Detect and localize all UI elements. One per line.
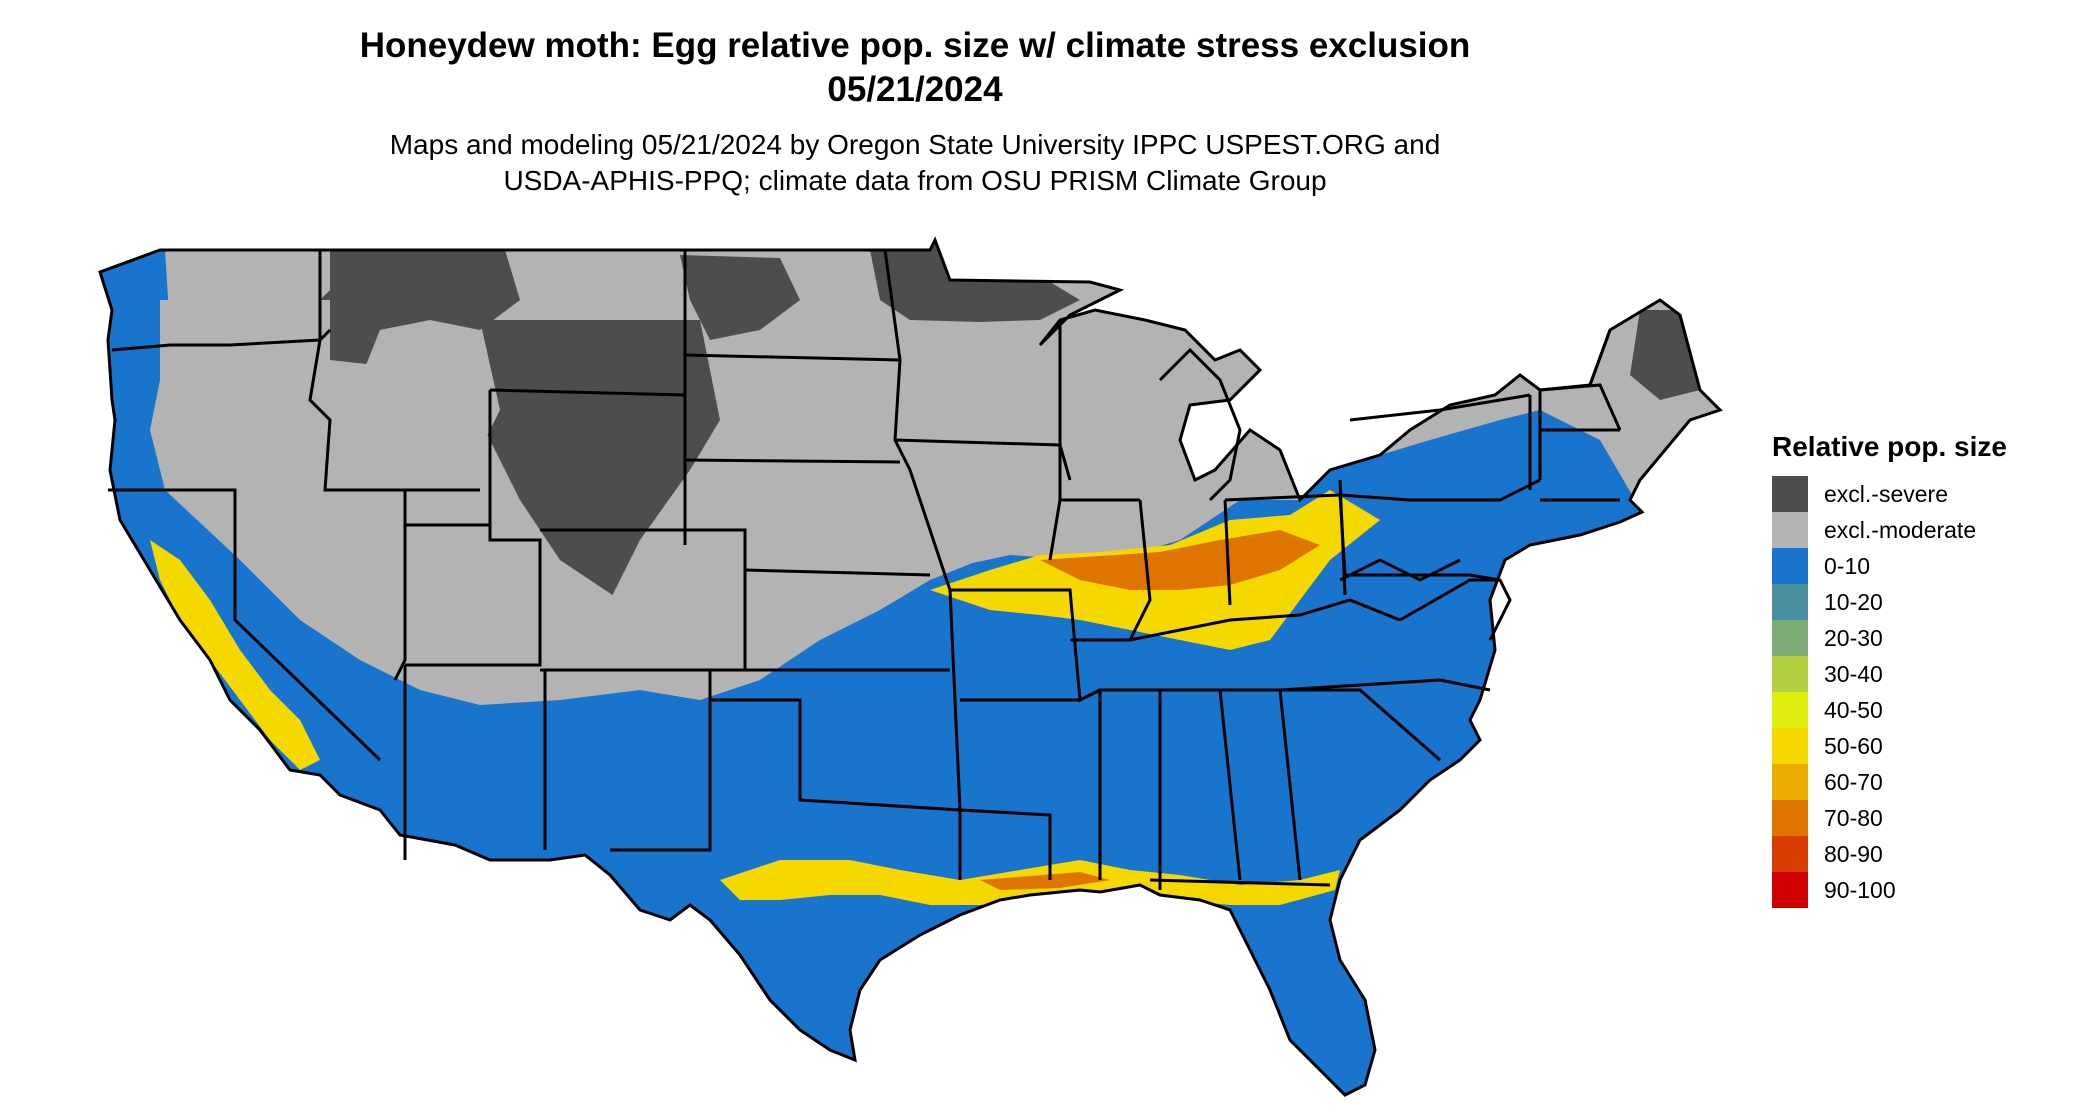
- legend-title: Relative pop. size: [1772, 431, 2007, 462]
- state-borders: [108, 249, 1622, 890]
- legend-item: 70-80: [1772, 800, 2072, 836]
- legend-item: 60-70: [1772, 764, 2072, 800]
- legend-swatch: [1772, 548, 1808, 584]
- legend-label: 90-100: [1824, 877, 1896, 903]
- credits-line-2: USDA-APHIS-PPQ; climate data from OSU PR…: [503, 165, 1327, 196]
- legend-item: 30-40: [1772, 656, 2072, 692]
- legend-label: 80-90: [1824, 841, 1883, 867]
- legend-swatch: [1772, 512, 1808, 548]
- legend-swatch: [1772, 800, 1808, 836]
- legend-label: 0-10: [1824, 553, 1871, 579]
- legend-swatch: [1772, 764, 1808, 800]
- legend-item: 10-20: [1772, 584, 2072, 620]
- legend-item: 90-100: [1772, 872, 2072, 908]
- legend-item: 80-90: [1772, 836, 2072, 872]
- legend-items: excl.-severe excl.-moderate 0-10 10-20 20-30…: [1772, 476, 2072, 908]
- legend-swatch: [1772, 692, 1808, 728]
- legend-label: 60-70: [1824, 769, 1883, 795]
- legend-label: excl.-severe: [1824, 481, 1948, 507]
- legend-swatch: [1772, 620, 1808, 656]
- legend-label: 10-20: [1824, 589, 1883, 615]
- map-title: Honeydew moth: Egg relative pop. size w/…: [359, 26, 1471, 65]
- legend-item: excl.-moderate: [1772, 512, 2072, 548]
- legend-label: excl.-moderate: [1824, 517, 1977, 543]
- legend-item: excl.-severe: [1772, 476, 2072, 512]
- legend-label: 20-30: [1824, 625, 1883, 651]
- legend-label: 50-60: [1824, 733, 1883, 759]
- legend-swatch: [1772, 872, 1808, 908]
- legend-item: 50-60: [1772, 728, 2072, 764]
- map-date: 05/21/2024: [827, 70, 1003, 109]
- legend-swatch: [1772, 476, 1808, 512]
- legend-swatch: [1772, 584, 1808, 620]
- legend-label: 40-50: [1824, 697, 1883, 723]
- legend-item: 20-30: [1772, 620, 2072, 656]
- legend: Relative pop. size excl.-severe excl.-mod…: [1772, 430, 2072, 908]
- legend-item: 40-50: [1772, 692, 2072, 728]
- legend-label: 30-40: [1824, 661, 1883, 687]
- legend-swatch: [1772, 728, 1808, 764]
- credits-line-1: Maps and modeling 05/21/2024 by Oregon S…: [389, 129, 1441, 160]
- legend-label: 70-80: [1824, 805, 1883, 831]
- legend-swatch: [1772, 656, 1808, 692]
- legend-swatch: [1772, 836, 1808, 872]
- legend-item: 0-10: [1772, 548, 2072, 584]
